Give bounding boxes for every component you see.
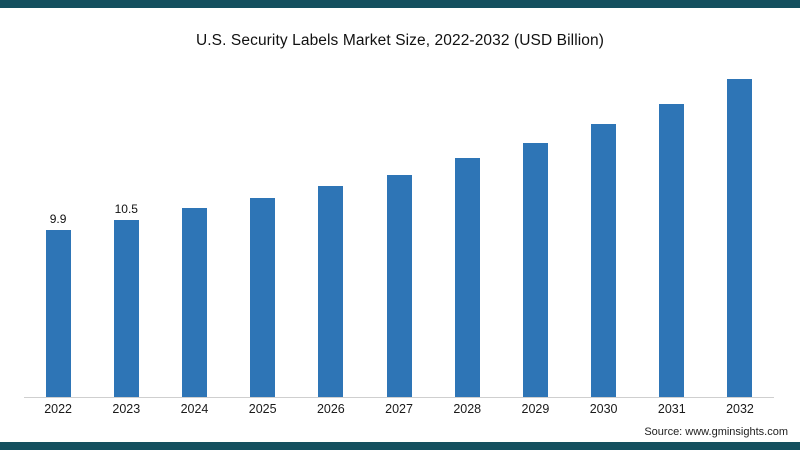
bar-column-2023: 10.5 bbox=[92, 60, 160, 397]
x-tick-label-2025: 2025 bbox=[248, 402, 277, 416]
top-border-bar bbox=[0, 0, 800, 8]
bar-column-2024 bbox=[160, 60, 228, 397]
plot-area: 9.9 10.5 bbox=[24, 60, 774, 398]
x-tick-label-2030: 2030 bbox=[589, 402, 618, 416]
x-tick-label-2024: 2024 bbox=[180, 402, 209, 416]
bar-2025 bbox=[250, 198, 276, 397]
bar-column-2022: 9.9 bbox=[24, 60, 92, 397]
bar-2024 bbox=[181, 208, 207, 397]
x-tick-label-2031: 2031 bbox=[657, 402, 686, 416]
bar-column-2029 bbox=[501, 60, 569, 397]
x-tick-label-2026: 2026 bbox=[316, 402, 345, 416]
bar-column-2028 bbox=[433, 60, 501, 397]
bar-column-2025 bbox=[229, 60, 297, 397]
bar-2023 bbox=[113, 220, 139, 397]
bar-value-label-2022: 9.9 bbox=[49, 212, 67, 226]
bar-column-2032 bbox=[706, 60, 774, 397]
bar-2030 bbox=[591, 124, 617, 397]
x-tick-label-2022: 2022 bbox=[44, 402, 72, 416]
bar-value-label-2023: 10.5 bbox=[114, 202, 138, 216]
bar-2031 bbox=[659, 104, 685, 397]
x-tick-label-2027: 2027 bbox=[385, 402, 413, 416]
x-tick-label-2028: 2028 bbox=[453, 402, 482, 416]
bar-2029 bbox=[522, 143, 548, 397]
x-tick-label-2023: 2023 bbox=[112, 402, 141, 416]
bar-2027 bbox=[386, 175, 412, 397]
bar-2032 bbox=[727, 79, 753, 397]
source-attribution: Source: www.gminsights.com bbox=[644, 426, 788, 438]
bar-column-2031 bbox=[638, 60, 706, 397]
chart-title: U.S. Security Labels Market Size, 2022-2… bbox=[195, 32, 604, 49]
x-tick-label-2029: 2029 bbox=[521, 402, 550, 416]
x-tick-label-2032: 2032 bbox=[726, 402, 754, 416]
bar-2026 bbox=[318, 186, 344, 397]
bar-column-2030 bbox=[570, 60, 638, 397]
bar-column-2027 bbox=[365, 60, 433, 397]
bar-2028 bbox=[454, 158, 480, 397]
bar-column-2026 bbox=[297, 60, 365, 397]
bottom-border-bar bbox=[0, 442, 800, 450]
x-axis-labels: 2022 2023 2024 2025 2026 2027 2028 2029 2030 2031… bbox=[24, 402, 774, 416]
bar-2022 bbox=[45, 230, 71, 397]
